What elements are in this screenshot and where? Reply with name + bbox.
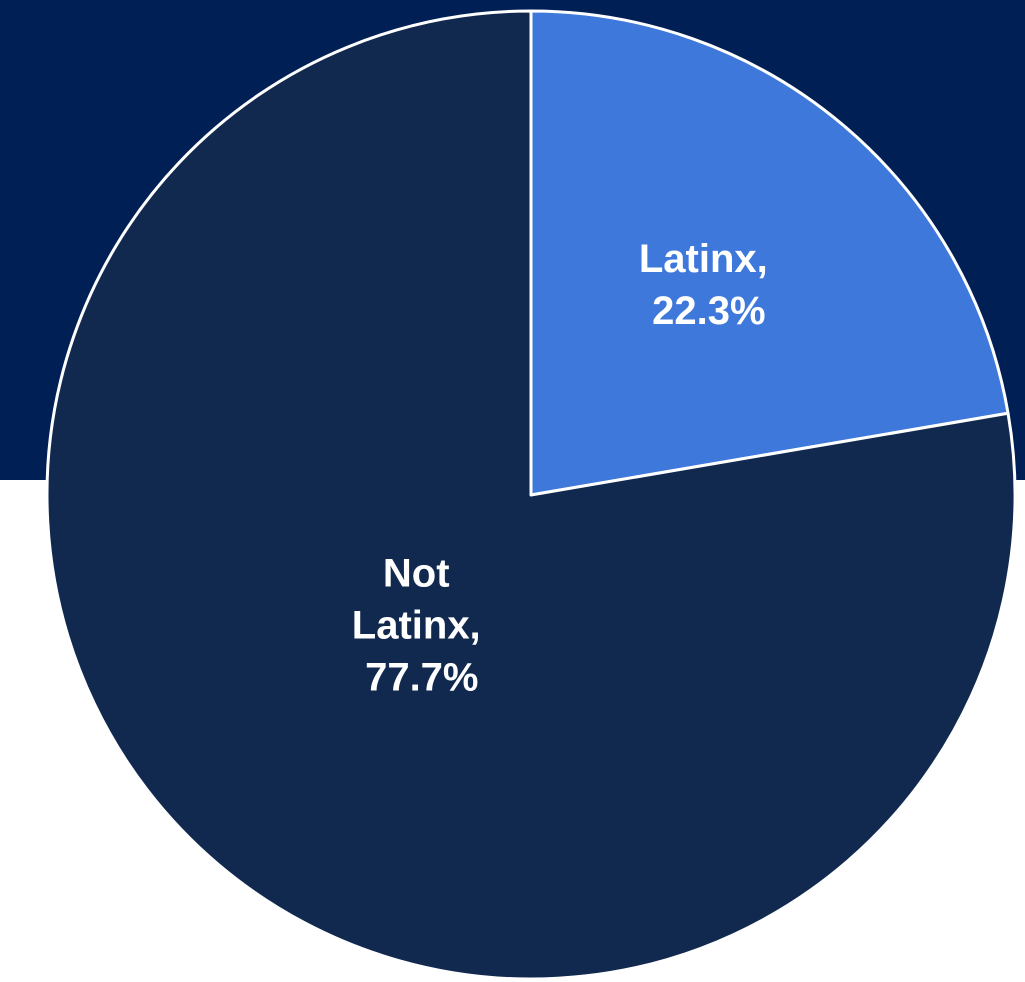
slice-label-line: 77.7% (365, 656, 478, 700)
slice-label-latinx: Latinx, 22.3% (639, 237, 779, 333)
pie-labels: Latinx, 22.3% Not Latinx, 77.7% (352, 237, 779, 700)
slice-label-line: 22.3% (652, 289, 765, 333)
pie-slice-not-latinx (45, 9, 1017, 981)
pie-slice-latinx (529, 9, 1010, 497)
slice-label-not-latinx: Not Latinx, 77.7% (352, 552, 492, 700)
slice-label-line: Latinx, (639, 237, 768, 281)
slice-label-line: Latinx, (352, 604, 481, 648)
pie-slices (45, 9, 1017, 981)
slice-label-line: Not (383, 552, 450, 596)
